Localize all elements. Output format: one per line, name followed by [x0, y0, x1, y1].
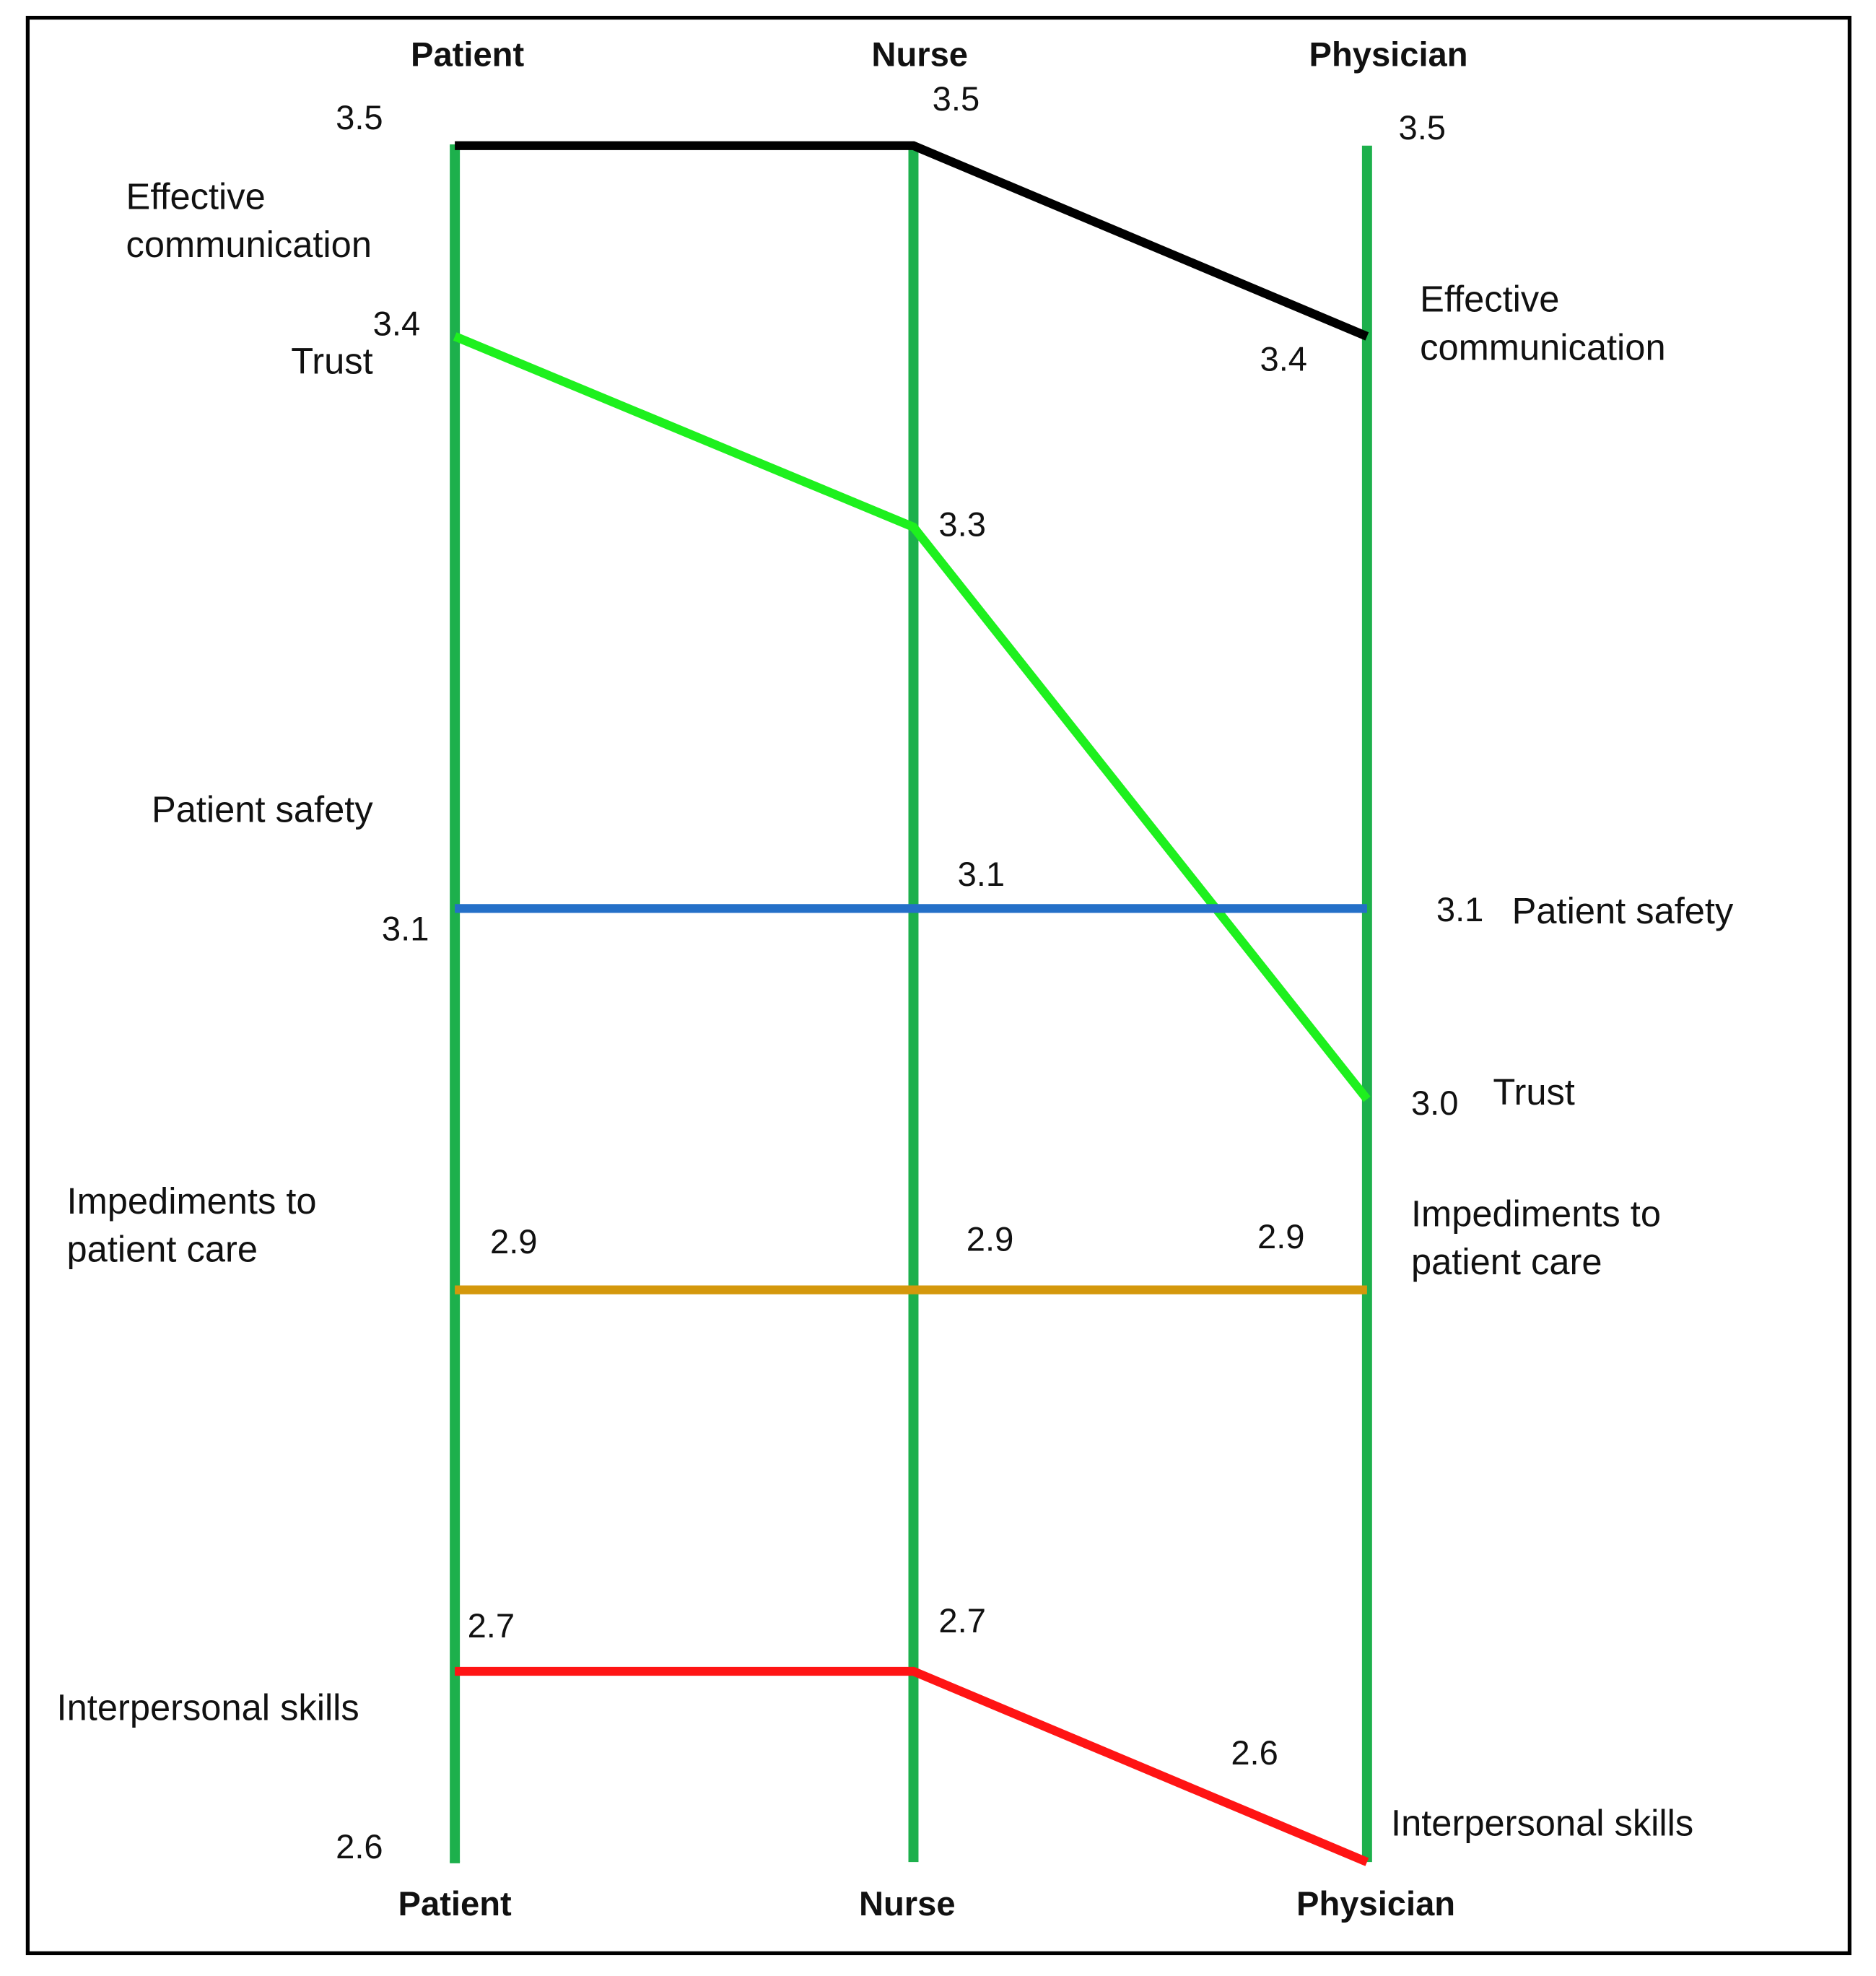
series-name-right: Patient safety	[1511, 892, 1734, 933]
series-name-left: Impediments to patient care	[66, 1182, 317, 1271]
y-tick-label: 3.5	[336, 99, 383, 137]
series-name-left: Interpersonal skills	[56, 1689, 359, 1730]
axis-header: Nurse	[871, 35, 968, 74]
data-label: 3.3	[938, 505, 986, 544]
data-label: 2.9	[1257, 1218, 1305, 1256]
series-name-left: Trust	[291, 341, 373, 383]
series-name-right: Effective communication	[1420, 279, 1666, 368]
axis-footer: Physician	[1296, 1885, 1455, 1923]
axis-footer: Nurse	[859, 1885, 956, 1923]
series-name-right: Trust	[1493, 1072, 1575, 1113]
axis-header: Physician	[1309, 35, 1468, 74]
data-label: 2.7	[468, 1607, 515, 1645]
data-label: 3.1	[958, 856, 1005, 894]
data-label: 2.9	[490, 1223, 538, 1261]
series-line	[455, 141, 1369, 341]
series-line	[455, 1666, 1369, 1866]
y-tick-label: 2.6	[336, 1828, 383, 1866]
y-tick-label: 3.5	[1399, 109, 1447, 147]
data-label: 2.9	[967, 1220, 1014, 1258]
axis-header: Patient	[411, 35, 524, 74]
series-name-left: Patient safety	[151, 791, 373, 832]
data-label: 3.1	[1436, 891, 1484, 929]
data-label: 3.4	[373, 305, 421, 343]
data-label: 2.6	[1231, 1734, 1278, 1772]
data-label: 3.1	[382, 910, 429, 948]
series-name-left: Effective communication	[126, 177, 372, 266]
series-name-right: Interpersonal skills	[1391, 1803, 1694, 1845]
axis-footer: Patient	[398, 1885, 512, 1923]
series-name-right: Impediments to patient care	[1410, 1195, 1662, 1284]
data-label: 3.5	[933, 80, 980, 118]
data-label: 3.0	[1411, 1084, 1459, 1123]
data-label: 3.4	[1260, 340, 1308, 378]
data-label: 2.7	[938, 1602, 986, 1640]
frame	[25, 15, 1852, 1956]
